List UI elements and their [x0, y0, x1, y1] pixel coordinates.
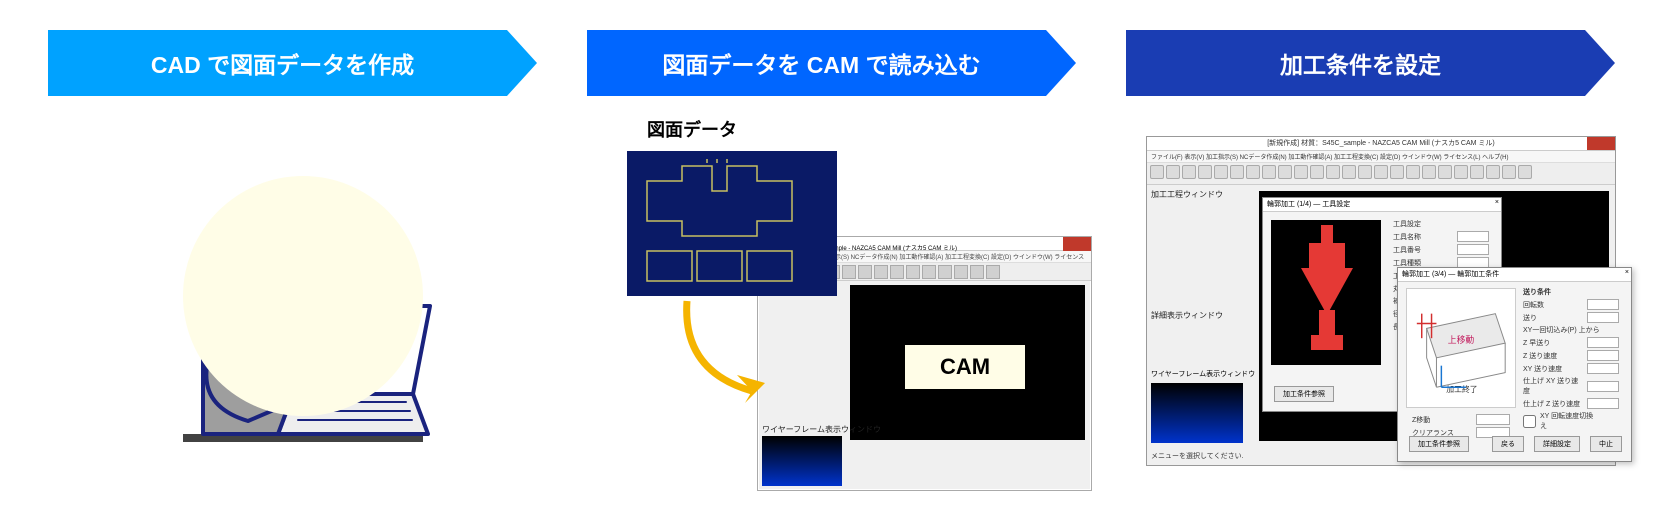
close-icon[interactable] — [1587, 137, 1615, 151]
wireframe-panel-label: ワイヤーフレーム表示ウィンドウ — [762, 424, 881, 435]
detail-panel-label: 詳細表示ウィンドウ — [1151, 310, 1246, 321]
step-3-arrow: 加工条件を設定 — [1126, 30, 1615, 96]
machining-conditions-dialog[interactable]: 輪郭加工 (3/4) — 輪郭加工条件 × — [1397, 267, 1632, 462]
field-label: 工具設定 — [1393, 219, 1453, 229]
finish-z-input[interactable] — [1587, 398, 1619, 409]
wireframe-preview — [762, 436, 842, 486]
cancel-button[interactable]: 中止 — [1590, 436, 1622, 452]
cam3-menubar[interactable]: ファイル(F) 表示(V) 加工指示(S) NCデータ作成(N) 加工動作確認(… — [1147, 151, 1615, 163]
step-3-label: 加工条件を設定 — [1280, 46, 1461, 80]
wireframe-preview — [1151, 383, 1243, 443]
background-halo — [183, 176, 423, 416]
ref-conditions-button[interactable]: 加工条件参照 — [1409, 436, 1469, 452]
z-rapid-input[interactable] — [1587, 337, 1619, 348]
status-bar-text: メニューを選択してください. — [1151, 451, 1244, 461]
tool-name-input[interactable] — [1457, 231, 1489, 242]
close-icon[interactable]: × — [1625, 269, 1629, 276]
field-label: Z移動 — [1412, 415, 1472, 425]
step-1-tip — [507, 30, 537, 96]
step-3-tip — [1585, 30, 1615, 96]
cam-viewport[interactable]: CAM — [850, 285, 1085, 440]
cam3-toolbar[interactable] — [1147, 163, 1615, 185]
process-steps-row: CAD で図面データを作成 図面データを CAM で読み込む 加工条件を設定 — [0, 0, 1663, 96]
field-label: Z 早送り — [1523, 338, 1583, 348]
step-2-content: 図面データ [新規作成] 材質：S45C_sample - NAZCA5 CAM… — [587, 116, 1076, 496]
field-label: 工具番号 — [1393, 245, 1453, 255]
cond-form: 送り条件 回転数 送り XY一回切込み(P) 上から Z 早送り Z 送り速度 … — [1517, 286, 1625, 432]
cam-settings-window: [新規作成] 材質：S45C_sample - NAZCA5 CAM Mill … — [1146, 136, 1616, 466]
step-1-content — [48, 116, 537, 496]
cam3-titlebar[interactable]: [新規作成] 材質：S45C_sample - NAZCA5 CAM Mill … — [1147, 137, 1615, 151]
close-icon[interactable] — [1063, 237, 1091, 251]
wireframe-panel-label: ワイヤーフレーム表示ウィンドウ — [1151, 369, 1255, 379]
field-label: 仕上げ XY 送り速度 — [1523, 376, 1583, 396]
field-label: XY 送り速度 — [1523, 364, 1583, 374]
step-1-arrow: CAD で図面データを作成 — [48, 30, 537, 96]
svg-text:上移動: 上移動 — [1448, 334, 1475, 345]
field-label: 工具種類 — [1393, 258, 1453, 268]
import-arrow-icon — [667, 291, 787, 411]
field-label: XY 回転速度切換え — [1540, 411, 1600, 431]
tool-preview — [1271, 220, 1381, 365]
cad-drawing-thumbnail — [627, 151, 837, 296]
z-feed-input[interactable] — [1587, 350, 1619, 361]
back-button[interactable]: 戻る — [1492, 436, 1524, 452]
close-icon[interactable]: × — [1495, 199, 1499, 206]
field-label: 仕上げ Z 送り速度 — [1523, 399, 1583, 409]
svg-text:加工終了: 加工終了 — [1446, 384, 1477, 394]
cam-label-tag: CAM — [905, 345, 1025, 389]
field-label: Z 送り速度 — [1523, 351, 1583, 361]
rpm-input[interactable] — [1587, 299, 1619, 310]
cond-dialog-title[interactable]: 輪郭加工 (3/4) — 輪郭加工条件 × — [1398, 268, 1631, 282]
z-move-input[interactable] — [1476, 414, 1510, 425]
feed-input[interactable] — [1587, 312, 1619, 323]
process-panel-label: 加工工程ウィンドウ — [1151, 189, 1246, 200]
cad-data-title: 図面データ — [647, 116, 1076, 142]
step-3-content: [新規作成] 材質：S45C_sample - NAZCA5 CAM Mill … — [1126, 116, 1615, 496]
finish-xy-input[interactable] — [1587, 381, 1619, 392]
cam3-title-text: [新規作成] 材質：S45C_sample - NAZCA5 CAM Mill … — [1267, 140, 1495, 147]
xy-switch-checkbox[interactable] — [1523, 415, 1536, 428]
motion-diagram: 上移動 加工終了 — [1406, 288, 1516, 408]
tool-number-input[interactable] — [1457, 244, 1489, 255]
step-2-label: 図面データを CAM で読み込む — [662, 46, 1000, 80]
tool-dialog-title[interactable]: 輪郭加工 (1/4) — 工具設定 × — [1263, 198, 1501, 212]
field-label: 送り — [1523, 313, 1583, 323]
field-label: XY一回切込み(P) 上から — [1523, 325, 1619, 335]
field-label: 工具名称 — [1393, 232, 1453, 242]
step-2-arrow: 図面データを CAM で読み込む — [587, 30, 1076, 96]
content-row: 図面データ [新規作成] 材質：S45C_sample - NAZCA5 CAM… — [0, 96, 1663, 496]
step-1-label: CAD で図面データを作成 — [151, 46, 434, 80]
engineer-illustration — [128, 136, 458, 466]
step-2-tip — [1046, 30, 1076, 96]
field-label: 回転数 — [1523, 300, 1583, 310]
detail-button[interactable]: 詳細設定 — [1534, 436, 1580, 452]
ref-conditions-button[interactable]: 加工条件参照 — [1274, 386, 1334, 402]
xy-feed-input[interactable] — [1587, 363, 1619, 374]
field-label: 送り条件 — [1523, 287, 1619, 297]
